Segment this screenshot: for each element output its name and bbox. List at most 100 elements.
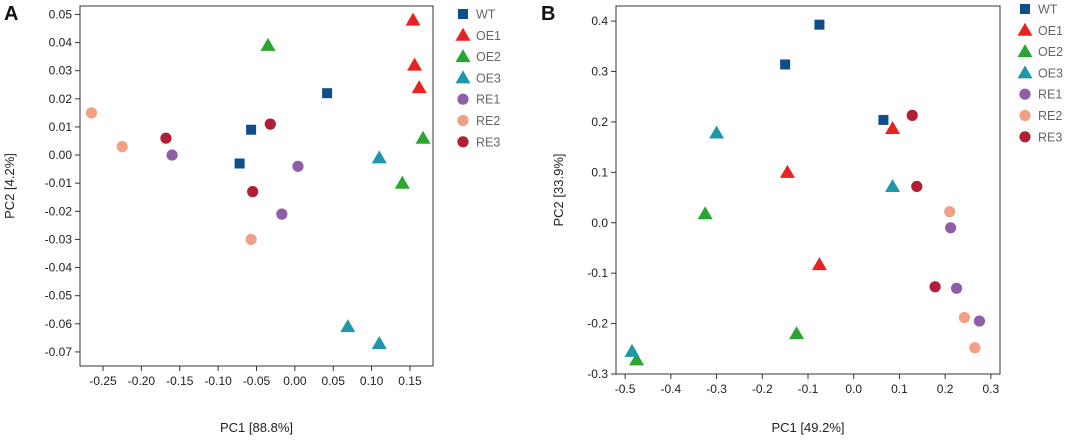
y-tick-label: -0.01 bbox=[45, 176, 73, 190]
panel-label: B bbox=[541, 3, 555, 25]
x-tick-label: -0.10 bbox=[204, 374, 232, 388]
legend-marker-re3 bbox=[1019, 131, 1031, 143]
legend-marker-oe1 bbox=[1017, 22, 1033, 36]
data-point-oe2 bbox=[394, 175, 410, 189]
y-tick-label: 0.05 bbox=[49, 7, 73, 21]
y-tick-label: 0.4 bbox=[591, 14, 608, 28]
data-point-re1 bbox=[292, 160, 304, 172]
y-axis-title: PC2 [4.2%] bbox=[2, 153, 17, 219]
legend-label-oe1: OE1 bbox=[1038, 24, 1063, 38]
data-point-oe3 bbox=[371, 336, 387, 349]
plot-frame bbox=[79, 5, 434, 367]
y-tick-label: -0.1 bbox=[587, 266, 608, 280]
data-point-wt bbox=[814, 19, 825, 30]
panel-label: A bbox=[4, 3, 18, 25]
data-point-re1 bbox=[973, 315, 986, 327]
y-tick-label: -0.07 bbox=[45, 345, 73, 359]
y-tick-label: -0.05 bbox=[45, 289, 73, 303]
x-tick-label: 0.10 bbox=[360, 374, 384, 388]
legend-label-re2: RE2 bbox=[476, 114, 500, 128]
legend-marker-oe1 bbox=[455, 27, 471, 41]
legend-marker-oe2 bbox=[1017, 44, 1033, 58]
data-point-oe1 bbox=[407, 57, 423, 71]
data-point-oe3 bbox=[371, 150, 387, 164]
data-point-oe1 bbox=[779, 164, 795, 178]
data-point-re3 bbox=[911, 180, 923, 193]
data-point-re3 bbox=[929, 281, 941, 293]
data-point-re3 bbox=[247, 186, 259, 198]
panel-b: -0.5 -0.4 -0.3 -0.2 -0.1 0.0 0.1 0.2 0.3 0.4 0.3 0.… bbox=[541, 3, 1063, 436]
x-axis-title: PC1 [49.2%] bbox=[772, 420, 845, 435]
x-tick-label: -0.3 bbox=[706, 382, 727, 396]
legend-label-oe2: OE2 bbox=[1038, 45, 1063, 59]
x-tick-label: 0.00 bbox=[283, 374, 307, 388]
legend-label-wt: WT bbox=[476, 8, 496, 22]
legend-marker-wt bbox=[1020, 4, 1030, 14]
y-axis-title: PC2 [33.9%] bbox=[551, 154, 566, 227]
data-point-re1 bbox=[950, 282, 963, 294]
panel-a: -0.25 -0.20 -0.15 -0.10 -0.05 0.00 0.05 0.10 0.1… bbox=[2, 3, 501, 435]
data-point-oe3 bbox=[885, 178, 901, 192]
y-tick-label: 0.00 bbox=[49, 148, 73, 162]
legend-label-re3: RE3 bbox=[1038, 130, 1062, 144]
data-point-oe3 bbox=[340, 319, 356, 333]
x-tick-label: 0.0 bbox=[845, 382, 862, 396]
legend-marker-re2 bbox=[1019, 109, 1031, 122]
data-point-oe3 bbox=[624, 343, 640, 357]
legend-marker-wt bbox=[458, 9, 468, 19]
x-tick-label: -0.05 bbox=[243, 374, 271, 388]
legend-label-re1: RE1 bbox=[476, 93, 500, 107]
x-tick-label: 0.2 bbox=[937, 382, 954, 396]
x-tick-label: -0.1 bbox=[798, 382, 819, 396]
x-tick-label: 0.05 bbox=[322, 374, 346, 388]
data-point-wt bbox=[322, 88, 333, 99]
legend-label-oe2: OE2 bbox=[476, 50, 501, 64]
data-point-oe2 bbox=[415, 130, 431, 144]
legend-marker-re2 bbox=[457, 114, 469, 127]
data-point-re2 bbox=[958, 311, 970, 324]
x-tick-label: -0.4 bbox=[661, 382, 682, 396]
data-point-oe3 bbox=[709, 125, 725, 139]
x-tick-label: 0.3 bbox=[983, 382, 1000, 396]
y-tick-label: -0.04 bbox=[45, 261, 73, 275]
y-tick-label: 0.03 bbox=[49, 64, 73, 78]
legend-marker-oe3 bbox=[455, 70, 471, 84]
data-point-re3 bbox=[264, 118, 276, 130]
data-point-wt bbox=[878, 114, 889, 125]
data-point-wt bbox=[780, 59, 791, 70]
y-tick-label: 0.3 bbox=[591, 65, 608, 79]
y-tick-label: -0.3 bbox=[587, 367, 608, 381]
data-point-re3 bbox=[160, 132, 172, 144]
data-point-oe1 bbox=[885, 120, 901, 134]
x-axis-title: PC1 [88.8%] bbox=[220, 420, 293, 435]
data-point-re2 bbox=[969, 342, 981, 354]
legend-marker-oe3 bbox=[1017, 65, 1033, 79]
data-point-re2 bbox=[116, 141, 128, 153]
data-point-re2 bbox=[944, 206, 956, 218]
y-tick-label: -0.06 bbox=[45, 317, 73, 331]
x-tick-label: -0.20 bbox=[128, 374, 156, 388]
y-tick-label: -0.02 bbox=[45, 204, 73, 218]
x-tick-label: 0.15 bbox=[398, 374, 422, 388]
y-tick-label: -0.03 bbox=[45, 232, 73, 246]
x-tick-label: -0.2 bbox=[752, 382, 773, 396]
y-tick-label: 0.0 bbox=[591, 216, 608, 230]
y-tick-label: 0.2 bbox=[591, 115, 608, 129]
y-tick-label: 0.04 bbox=[49, 36, 73, 50]
data-point-re2 bbox=[85, 107, 98, 119]
data-point-oe1 bbox=[411, 80, 427, 94]
legend-label-re2: RE2 bbox=[1038, 109, 1062, 123]
data-point-re1 bbox=[945, 222, 957, 234]
y-tick-label: 0.02 bbox=[49, 92, 73, 106]
data-point-oe1 bbox=[405, 12, 421, 26]
data-point-re1 bbox=[166, 149, 178, 161]
x-tick-label: 0.1 bbox=[891, 382, 908, 396]
legend-marker-re3 bbox=[457, 136, 469, 148]
data-point-oe2 bbox=[629, 352, 645, 366]
data-point-oe1 bbox=[811, 257, 827, 271]
y-tick-label: -0.2 bbox=[587, 317, 608, 331]
legend-label-oe1: OE1 bbox=[476, 29, 501, 43]
legend-label-oe3: OE3 bbox=[1038, 66, 1063, 80]
legend-label-re3: RE3 bbox=[476, 135, 500, 149]
